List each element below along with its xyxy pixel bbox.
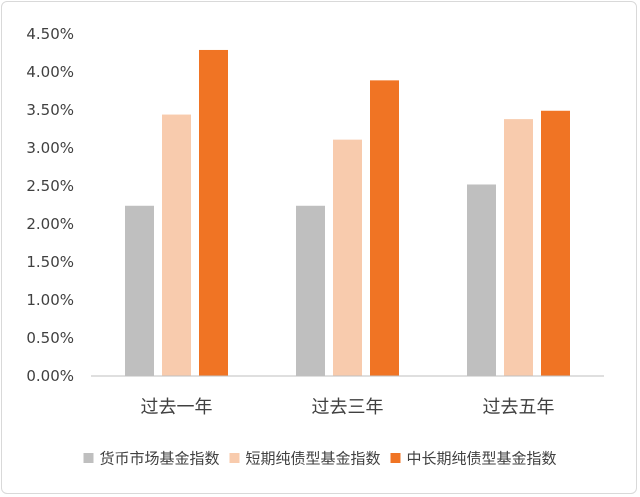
bar bbox=[333, 139, 362, 376]
bar bbox=[541, 110, 570, 376]
legend-label: 中长期纯债型基金指数 bbox=[407, 450, 557, 468]
bar bbox=[504, 119, 533, 377]
legend-label: 货币市场基金指数 bbox=[100, 450, 220, 468]
y-tick-label: 3.50% bbox=[26, 101, 74, 119]
bar bbox=[162, 114, 191, 376]
legend-label: 短期纯债型基金指数 bbox=[246, 450, 381, 468]
bar bbox=[199, 49, 228, 377]
bar bbox=[125, 205, 154, 376]
y-tick-label: 1.50% bbox=[26, 253, 74, 271]
legend-swatch bbox=[390, 453, 401, 463]
x-tick-label: 过去一年 bbox=[141, 397, 213, 418]
y-tick-label: 1.00% bbox=[26, 291, 74, 309]
bar bbox=[467, 184, 496, 376]
legend: 货币市场基金指数 短期纯债型基金指数 中长期纯债型基金指数 bbox=[83, 450, 557, 468]
y-axis: 0.00% 0.50% 1.00% 1.50% 2.00% 2.50% 3.00% 3.50%… bbox=[26, 25, 74, 385]
legend-swatch bbox=[83, 453, 94, 463]
y-tick-label: 0.00% bbox=[26, 367, 74, 385]
bars bbox=[125, 49, 570, 377]
y-tick-label: 2.00% bbox=[26, 215, 74, 233]
y-tick-label: 3.00% bbox=[26, 139, 74, 157]
y-tick-label: 2.50% bbox=[26, 177, 74, 195]
bar bbox=[370, 80, 399, 377]
x-axis: 过去一年 过去三年 过去五年 bbox=[141, 397, 555, 418]
y-tick-label: 4.00% bbox=[26, 63, 74, 81]
bar bbox=[296, 205, 325, 376]
y-tick-label: 0.50% bbox=[26, 329, 74, 347]
legend-swatch bbox=[229, 453, 240, 463]
x-tick-label: 过去五年 bbox=[483, 397, 555, 418]
x-tick-label: 过去三年 bbox=[312, 397, 384, 418]
y-tick-label: 4.50% bbox=[26, 25, 74, 43]
